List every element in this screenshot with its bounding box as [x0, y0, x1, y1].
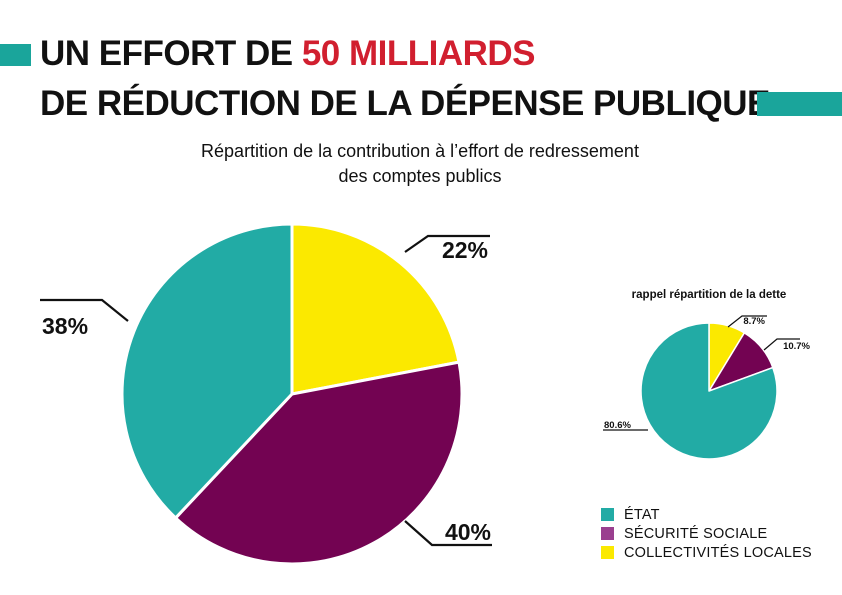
dette-pie-slice-etat	[640, 322, 778, 460]
title-line-2: DE RÉDUCTION DE LA DÉPENSE PUBLIQUE	[40, 84, 770, 123]
dette-leader-line-collectivites-locales	[727, 315, 767, 328]
main-data-label-securite-sociale: 40%	[445, 519, 491, 545]
dette-data-label-collectivites-locales: 8.7%	[743, 316, 765, 327]
accent-bar-right	[757, 92, 842, 116]
legend-swatch-etat	[601, 508, 614, 521]
subtitle: Répartition de la contribution à l’effor…	[120, 139, 720, 189]
dette-data-label-securite-sociale: 10.7%	[783, 341, 810, 352]
main-pie-slice-securite-sociale	[174, 360, 464, 566]
main-data-label-collectivites-locales: 22%	[442, 237, 488, 263]
legend-label-securite-sociale: SÉCURITÉ SOCIALE	[624, 525, 768, 542]
title-line-1: UN EFFORT DE 50 MILLIARDS	[40, 34, 536, 73]
legend-swatch-collectivites-locales	[601, 546, 614, 559]
title-accent: 50 MILLIARDS	[301, 34, 536, 73]
legend: ÉTAT SÉCURITÉ SOCIALE COLLECTIVITÉS LOCA…	[601, 505, 812, 562]
legend-item-collectivites-locales: COLLECTIVITÉS LOCALES	[601, 543, 812, 562]
accent-bar-left	[0, 44, 31, 66]
dette-chart-title: rappel répartition de la dette	[632, 289, 787, 301]
dette-data-label-etat: 80.6%	[604, 420, 631, 431]
legend-item-etat: ÉTAT	[601, 505, 812, 524]
main-pie-slice-etat	[120, 222, 294, 520]
main-leader-line-collectivites-locales	[404, 234, 490, 253]
main-leader-line-etat	[40, 298, 129, 322]
legend-label-collectivites-locales: COLLECTIVITÉS LOCALES	[624, 544, 812, 561]
dette-leader-line-securite-sociale	[763, 338, 800, 351]
title-prefix: UN EFFORT DE	[40, 34, 302, 73]
subtitle-line-2: des comptes publics	[338, 166, 502, 186]
legend-swatch-securite-sociale	[601, 527, 614, 540]
legend-item-securite-sociale: SÉCURITÉ SOCIALE	[601, 524, 812, 543]
subtitle-line-1: Répartition de la contribution à l’effor…	[201, 141, 639, 161]
legend-label-etat: ÉTAT	[624, 506, 660, 523]
main-leader-line-securite-sociale	[404, 520, 492, 547]
main-pie-slice-collectivites-locales	[290, 222, 461, 396]
main-data-label-etat: 38%	[42, 313, 88, 339]
